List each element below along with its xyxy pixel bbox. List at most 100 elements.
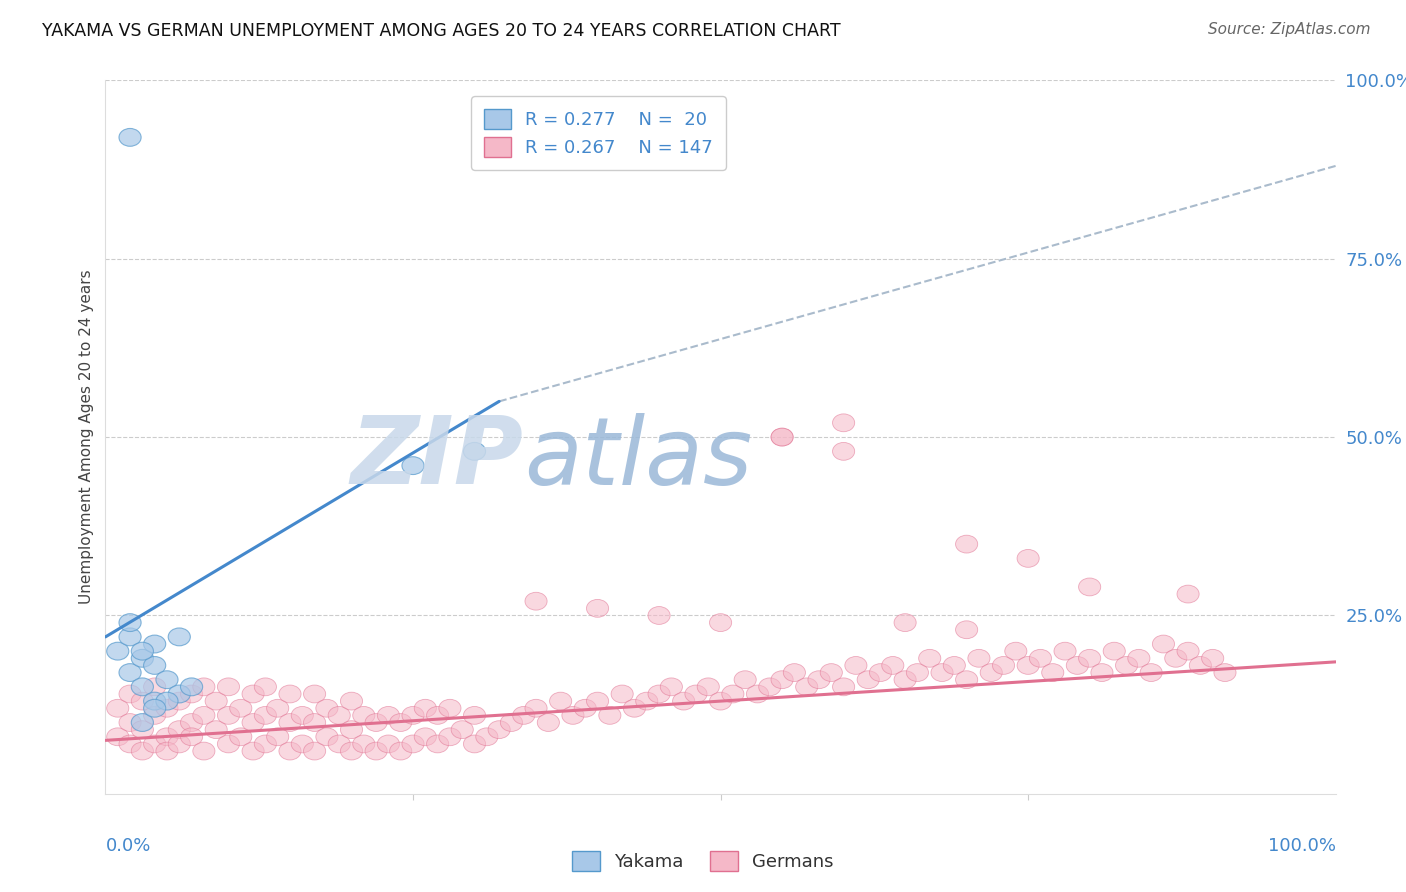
Ellipse shape <box>131 692 153 710</box>
Ellipse shape <box>439 728 461 746</box>
Ellipse shape <box>180 728 202 746</box>
Ellipse shape <box>426 706 449 724</box>
Ellipse shape <box>143 706 166 724</box>
Ellipse shape <box>894 671 917 689</box>
Text: 0.0%: 0.0% <box>105 837 150 855</box>
Ellipse shape <box>783 664 806 681</box>
Ellipse shape <box>131 721 153 739</box>
Ellipse shape <box>340 692 363 710</box>
Text: Source: ZipAtlas.com: Source: ZipAtlas.com <box>1208 22 1371 37</box>
Ellipse shape <box>242 742 264 760</box>
Ellipse shape <box>377 735 399 753</box>
Ellipse shape <box>574 699 596 717</box>
Ellipse shape <box>229 728 252 746</box>
Ellipse shape <box>340 721 363 739</box>
Ellipse shape <box>869 664 891 681</box>
Text: 100.0%: 100.0% <box>1268 837 1336 855</box>
Ellipse shape <box>931 664 953 681</box>
Ellipse shape <box>415 728 436 746</box>
Ellipse shape <box>1140 664 1163 681</box>
Ellipse shape <box>120 714 141 731</box>
Ellipse shape <box>291 706 314 724</box>
Ellipse shape <box>415 699 436 717</box>
Ellipse shape <box>747 685 769 703</box>
Ellipse shape <box>721 685 744 703</box>
Ellipse shape <box>451 721 474 739</box>
Ellipse shape <box>943 657 966 674</box>
Ellipse shape <box>143 735 166 753</box>
Ellipse shape <box>193 742 215 760</box>
Ellipse shape <box>120 735 141 753</box>
Ellipse shape <box>661 678 682 696</box>
Ellipse shape <box>193 706 215 724</box>
Ellipse shape <box>1153 635 1174 653</box>
Ellipse shape <box>254 706 277 724</box>
Ellipse shape <box>697 678 720 696</box>
Ellipse shape <box>120 664 141 681</box>
Ellipse shape <box>820 664 842 681</box>
Ellipse shape <box>636 692 658 710</box>
Ellipse shape <box>304 685 326 703</box>
Ellipse shape <box>1017 657 1039 674</box>
Ellipse shape <box>180 714 202 731</box>
Ellipse shape <box>907 664 928 681</box>
Ellipse shape <box>107 642 129 660</box>
Ellipse shape <box>426 735 449 753</box>
Ellipse shape <box>131 649 153 667</box>
Ellipse shape <box>858 671 879 689</box>
Ellipse shape <box>169 628 190 646</box>
Ellipse shape <box>254 678 277 696</box>
Ellipse shape <box>1164 649 1187 667</box>
Ellipse shape <box>439 699 461 717</box>
Ellipse shape <box>537 714 560 731</box>
Ellipse shape <box>980 664 1002 681</box>
Legend: R = 0.277    N =  20, R = 0.267    N = 147: R = 0.277 N = 20, R = 0.267 N = 147 <box>471 96 725 169</box>
Ellipse shape <box>710 614 731 632</box>
Ellipse shape <box>169 685 190 703</box>
Ellipse shape <box>389 714 412 731</box>
Ellipse shape <box>328 706 350 724</box>
Ellipse shape <box>1091 664 1114 681</box>
Ellipse shape <box>734 671 756 689</box>
Ellipse shape <box>562 706 583 724</box>
Ellipse shape <box>808 671 830 689</box>
Ellipse shape <box>402 457 425 475</box>
Ellipse shape <box>156 728 179 746</box>
Ellipse shape <box>205 721 228 739</box>
Ellipse shape <box>229 699 252 717</box>
Ellipse shape <box>623 699 645 717</box>
Ellipse shape <box>316 699 337 717</box>
Ellipse shape <box>169 692 190 710</box>
Ellipse shape <box>120 128 141 146</box>
Ellipse shape <box>501 714 523 731</box>
Ellipse shape <box>685 685 707 703</box>
Ellipse shape <box>254 735 277 753</box>
Ellipse shape <box>464 735 485 753</box>
Ellipse shape <box>353 706 375 724</box>
Ellipse shape <box>267 699 288 717</box>
Ellipse shape <box>612 685 633 703</box>
Ellipse shape <box>156 742 179 760</box>
Ellipse shape <box>1017 549 1039 567</box>
Ellipse shape <box>956 671 977 689</box>
Text: ZIP: ZIP <box>352 412 524 505</box>
Ellipse shape <box>340 742 363 760</box>
Ellipse shape <box>1177 585 1199 603</box>
Ellipse shape <box>599 706 621 724</box>
Ellipse shape <box>1202 649 1223 667</box>
Ellipse shape <box>156 692 179 710</box>
Ellipse shape <box>993 657 1015 674</box>
Legend: Yakama, Germans: Yakama, Germans <box>565 844 841 879</box>
Ellipse shape <box>131 714 153 731</box>
Ellipse shape <box>1005 642 1026 660</box>
Ellipse shape <box>832 678 855 696</box>
Ellipse shape <box>278 685 301 703</box>
Ellipse shape <box>1128 649 1150 667</box>
Ellipse shape <box>648 685 671 703</box>
Ellipse shape <box>672 692 695 710</box>
Ellipse shape <box>193 678 215 696</box>
Ellipse shape <box>180 685 202 703</box>
Ellipse shape <box>956 621 977 639</box>
Ellipse shape <box>267 728 288 746</box>
Ellipse shape <box>218 678 239 696</box>
